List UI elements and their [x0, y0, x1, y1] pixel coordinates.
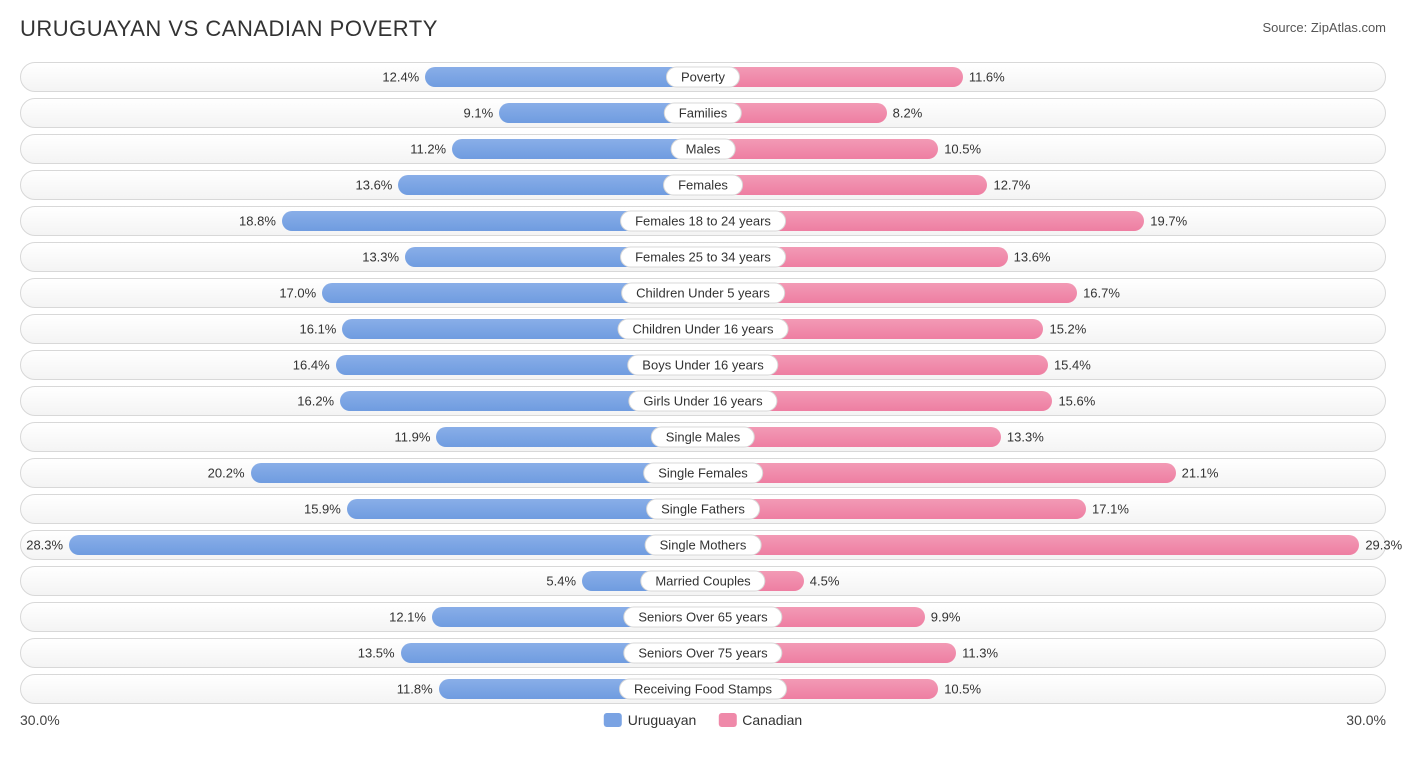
value-left: 13.5%: [358, 646, 395, 661]
row-label: Girls Under 16 years: [628, 391, 777, 412]
value-right: 9.9%: [931, 610, 961, 625]
chart-row: 13.6% 12.7% Females: [20, 170, 1386, 200]
value-left: 16.1%: [300, 322, 337, 337]
bar-left: [425, 67, 703, 87]
value-left: 18.8%: [239, 214, 276, 229]
legend-item-left: Uruguayan: [604, 712, 697, 728]
legend: Uruguayan Canadian: [604, 712, 802, 728]
value-left: 17.0%: [279, 286, 316, 301]
value-right: 11.6%: [969, 70, 1005, 85]
chart-row: 5.4% 4.5% Married Couples: [20, 566, 1386, 596]
row-label: Receiving Food Stamps: [619, 679, 787, 700]
value-right: 15.2%: [1049, 322, 1086, 337]
axis-max-left: 30.0%: [20, 712, 60, 728]
chart-row: 11.8% 10.5% Receiving Food Stamps: [20, 674, 1386, 704]
bar-right: [703, 463, 1176, 483]
legend-label-right: Canadian: [742, 712, 802, 728]
row-label: Children Under 16 years: [618, 319, 789, 340]
chart-source: Source: ZipAtlas.com: [1262, 20, 1386, 35]
chart-row: 11.2% 10.5% Males: [20, 134, 1386, 164]
bar-right: [703, 139, 938, 159]
value-left: 28.3%: [26, 538, 63, 553]
value-left: 11.9%: [395, 430, 431, 445]
bar-right: [703, 67, 963, 87]
value-left: 12.4%: [382, 70, 419, 85]
value-right: 17.1%: [1092, 502, 1129, 517]
value-right: 11.3%: [962, 646, 998, 661]
value-right: 10.5%: [944, 142, 981, 157]
value-left: 9.1%: [464, 106, 494, 121]
row-label: Single Females: [643, 463, 763, 484]
chart-row: 9.1% 8.2% Families: [20, 98, 1386, 128]
row-label: Females: [663, 175, 743, 196]
chart-row: 13.3% 13.6% Females 25 to 34 years: [20, 242, 1386, 272]
bar-right: [703, 499, 1086, 519]
value-left: 16.2%: [297, 394, 334, 409]
value-left: 12.1%: [389, 610, 426, 625]
bar-left: [251, 463, 703, 483]
chart-row: 18.8% 19.7% Females 18 to 24 years: [20, 206, 1386, 236]
row-label: Children Under 5 years: [621, 283, 785, 304]
chart-row: 11.9% 13.3% Single Males: [20, 422, 1386, 452]
value-left: 13.6%: [356, 178, 393, 193]
value-right: 13.3%: [1007, 430, 1044, 445]
chart-row: 16.2% 15.6% Girls Under 16 years: [20, 386, 1386, 416]
chart-row: 12.1% 9.9% Seniors Over 65 years: [20, 602, 1386, 632]
value-right: 15.6%: [1058, 394, 1095, 409]
row-label: Females 25 to 34 years: [620, 247, 786, 268]
value-right: 13.6%: [1014, 250, 1051, 265]
row-label: Single Mothers: [645, 535, 762, 556]
row-label: Females 18 to 24 years: [620, 211, 786, 232]
bar-left: [69, 535, 703, 555]
chart-row: 16.4% 15.4% Boys Under 16 years: [20, 350, 1386, 380]
row-label: Boys Under 16 years: [627, 355, 778, 376]
row-label: Single Fathers: [646, 499, 760, 520]
row-label: Poverty: [666, 67, 740, 88]
value-right: 15.4%: [1054, 358, 1091, 373]
value-right: 16.7%: [1083, 286, 1120, 301]
chart-row: 16.1% 15.2% Children Under 16 years: [20, 314, 1386, 344]
row-label: Married Couples: [640, 571, 765, 592]
legend-swatch-right: [718, 713, 736, 727]
value-left: 13.3%: [362, 250, 399, 265]
value-left: 16.4%: [293, 358, 330, 373]
chart-row: 28.3%29.3%Single Mothers: [20, 530, 1386, 560]
chart-row: 12.4% 11.6% Poverty: [20, 62, 1386, 92]
value-right: 8.2%: [893, 106, 923, 121]
row-label: Families: [664, 103, 742, 124]
row-label: Single Males: [651, 427, 755, 448]
chart-row: 13.5% 11.3% Seniors Over 75 years: [20, 638, 1386, 668]
bar-right: [703, 535, 1359, 555]
bar-left: [398, 175, 703, 195]
chart-row: 17.0% 16.7% Children Under 5 years: [20, 278, 1386, 308]
value-right: 4.5%: [810, 574, 840, 589]
value-left: 11.2%: [410, 142, 446, 157]
bar-left: [452, 139, 703, 159]
legend-swatch-left: [604, 713, 622, 727]
value-left: 20.2%: [208, 466, 245, 481]
chart-footer: 30.0% Uruguayan Canadian 30.0%: [20, 712, 1386, 734]
value-right: 19.7%: [1150, 214, 1187, 229]
row-label: Seniors Over 65 years: [623, 607, 782, 628]
legend-item-right: Canadian: [718, 712, 802, 728]
row-label: Males: [671, 139, 736, 160]
axis-max-right: 30.0%: [1346, 712, 1386, 728]
value-left: 15.9%: [304, 502, 341, 517]
chart-row: 20.2% 21.1% Single Females: [20, 458, 1386, 488]
value-left: 11.8%: [397, 682, 433, 697]
value-right: 21.1%: [1182, 466, 1219, 481]
chart-rows: 12.4% 11.6% Poverty 9.1% 8.2% Families 11.2% 10…: [20, 62, 1386, 704]
value-left: 5.4%: [546, 574, 576, 589]
legend-label-left: Uruguayan: [628, 712, 697, 728]
chart-title: URUGUAYAN VS CANADIAN POVERTY: [20, 16, 438, 42]
chart-row: 15.9% 17.1% Single Fathers: [20, 494, 1386, 524]
value-right: 12.7%: [993, 178, 1030, 193]
row-label: Seniors Over 75 years: [623, 643, 782, 664]
value-right: 29.3%: [1365, 538, 1402, 553]
value-right: 10.5%: [944, 682, 981, 697]
bar-right: [703, 175, 987, 195]
chart-header: URUGUAYAN VS CANADIAN POVERTY Source: Zi…: [20, 16, 1386, 42]
